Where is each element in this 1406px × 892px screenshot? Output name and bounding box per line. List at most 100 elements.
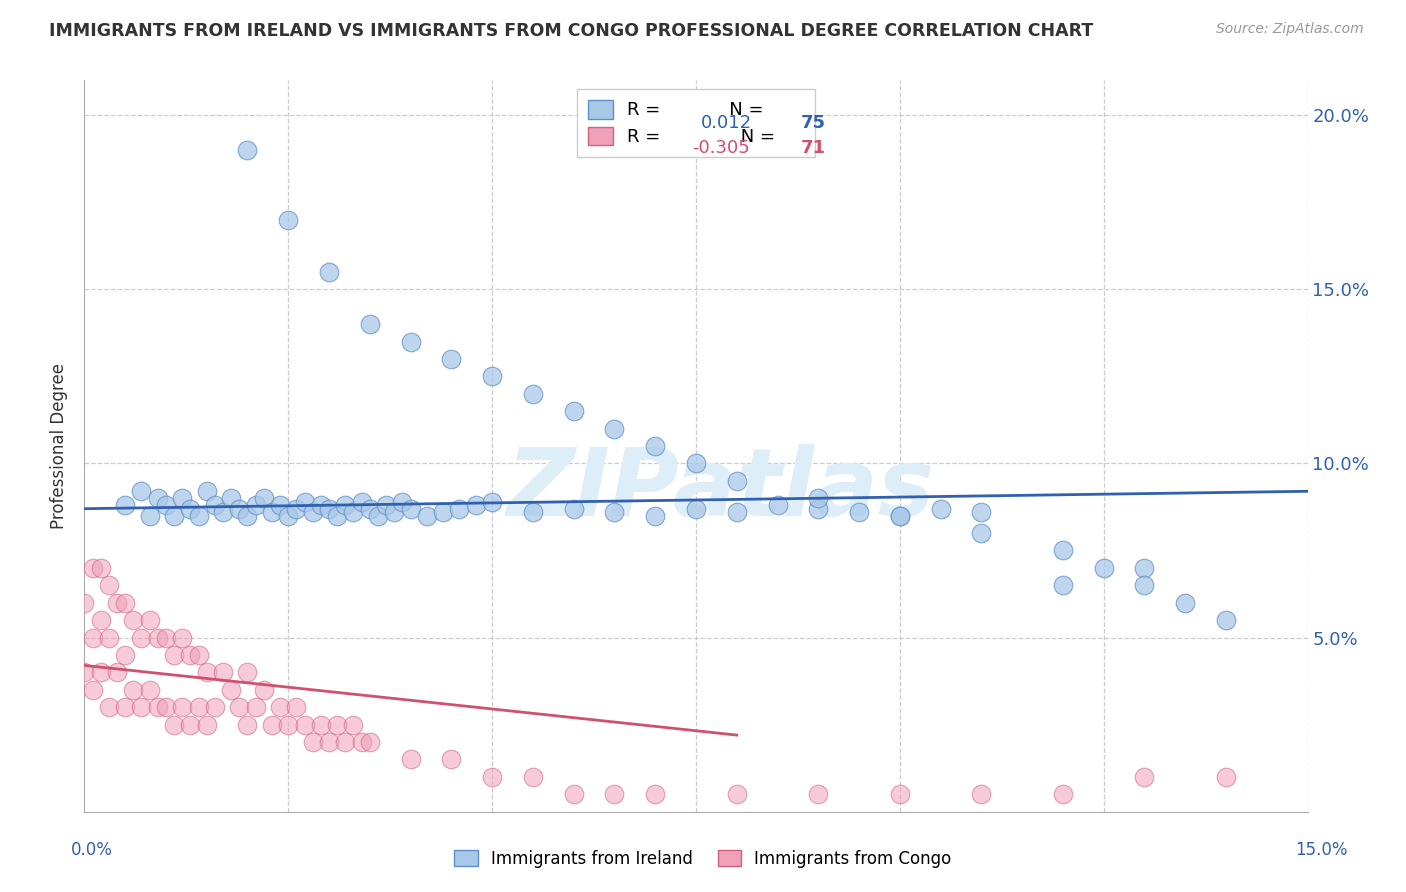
Point: [236, 508, 259, 523]
Text: -0.305: -0.305: [692, 138, 749, 157]
Point: [1174, 596, 1197, 610]
Point: [318, 735, 340, 749]
Point: [285, 700, 308, 714]
Point: [236, 665, 259, 680]
Point: [269, 700, 291, 714]
Point: [1215, 770, 1237, 784]
Point: [342, 717, 364, 731]
Point: [644, 508, 666, 523]
Point: [301, 505, 323, 519]
Point: [105, 596, 128, 610]
Point: [342, 505, 364, 519]
Point: [195, 484, 218, 499]
Point: [155, 700, 177, 714]
Point: [432, 505, 454, 519]
Point: [350, 494, 373, 508]
Text: 71: 71: [801, 138, 827, 157]
Point: [766, 498, 789, 512]
Point: [399, 501, 422, 516]
Point: [970, 787, 993, 801]
Point: [277, 717, 299, 731]
Point: [163, 508, 186, 523]
Point: [522, 386, 544, 401]
Point: [391, 494, 413, 508]
Point: [685, 501, 707, 516]
Point: [163, 717, 186, 731]
Point: [97, 700, 120, 714]
Point: [301, 735, 323, 749]
Point: [187, 508, 209, 523]
Point: [318, 501, 340, 516]
Point: [146, 491, 169, 506]
Point: [155, 631, 177, 645]
Point: [114, 648, 136, 662]
Point: [889, 787, 911, 801]
Point: [138, 682, 160, 697]
Point: [97, 578, 120, 592]
Point: [1092, 561, 1115, 575]
Point: [335, 735, 357, 749]
Point: [204, 700, 226, 714]
Point: [449, 501, 471, 516]
Point: [236, 717, 259, 731]
Point: [644, 787, 666, 801]
Point: [195, 665, 218, 680]
Point: [562, 501, 585, 516]
Point: [522, 505, 544, 519]
Point: [440, 752, 463, 766]
Point: [219, 682, 242, 697]
Point: [1215, 613, 1237, 627]
Point: [481, 770, 503, 784]
Point: [562, 404, 585, 418]
Point: [73, 596, 96, 610]
Point: [359, 317, 381, 331]
Point: [1052, 543, 1074, 558]
Point: [122, 682, 145, 697]
Point: [105, 665, 128, 680]
Point: [416, 508, 439, 523]
Point: [146, 700, 169, 714]
Point: [1133, 770, 1156, 784]
Point: [481, 494, 503, 508]
Point: [399, 334, 422, 349]
Text: 0.0%: 0.0%: [70, 840, 112, 858]
Text: 15.0%: 15.0%: [1295, 840, 1348, 858]
Point: [138, 613, 160, 627]
Point: [277, 508, 299, 523]
Point: [309, 717, 332, 731]
Point: [245, 498, 267, 512]
Y-axis label: Professional Degree: Professional Degree: [51, 363, 69, 529]
Text: IMMIGRANTS FROM IRELAND VS IMMIGRANTS FROM CONGO PROFESSIONAL DEGREE CORRELATION: IMMIGRANTS FROM IRELAND VS IMMIGRANTS FR…: [49, 22, 1094, 40]
Point: [685, 457, 707, 471]
Point: [603, 421, 626, 435]
Point: [309, 498, 332, 512]
Point: [644, 439, 666, 453]
Point: [114, 498, 136, 512]
Point: [90, 613, 112, 627]
Point: [375, 498, 398, 512]
Point: [929, 501, 952, 516]
Point: [212, 505, 235, 519]
Point: [179, 648, 201, 662]
Text: Source: ZipAtlas.com: Source: ZipAtlas.com: [1216, 22, 1364, 37]
Point: [440, 351, 463, 366]
Point: [260, 505, 283, 519]
Point: [90, 561, 112, 575]
Point: [172, 491, 194, 506]
Text: ZIPatlas: ZIPatlas: [506, 444, 935, 536]
Point: [138, 508, 160, 523]
Point: [172, 700, 194, 714]
Point: [236, 143, 259, 157]
Point: [260, 717, 283, 731]
Point: [253, 682, 276, 697]
Point: [359, 501, 381, 516]
Point: [1133, 578, 1156, 592]
Point: [807, 501, 830, 516]
Point: [122, 613, 145, 627]
Text: 0.012: 0.012: [700, 113, 752, 132]
Point: [359, 735, 381, 749]
Point: [1052, 787, 1074, 801]
Point: [82, 682, 104, 697]
Point: [90, 665, 112, 680]
Text: 75: 75: [801, 113, 827, 132]
